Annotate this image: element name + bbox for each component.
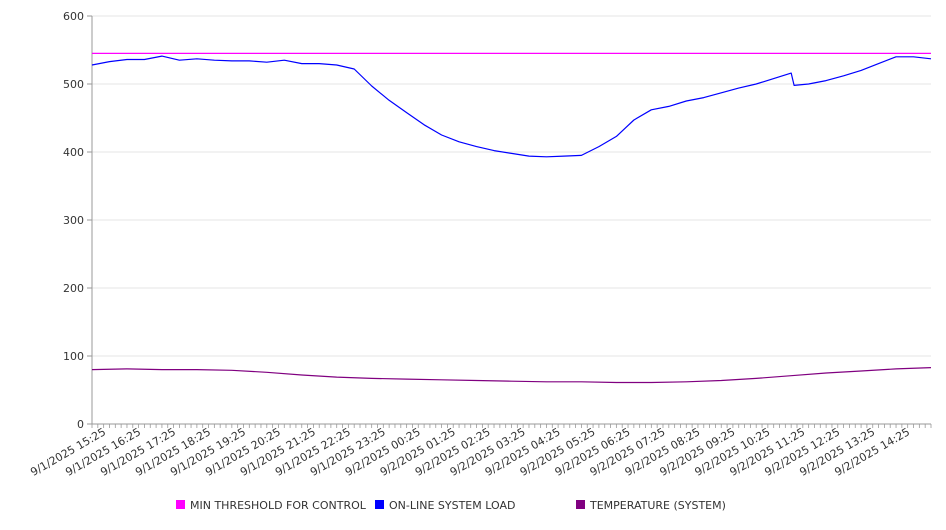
y-tick-label: 200 [63,282,84,295]
y-tick-label: 500 [63,78,84,91]
legend-label: ON-LINE SYSTEM LOAD [389,499,515,512]
y-axis-ticks: 0 100 200 300 400 500 600 [63,10,92,431]
y-tick-label: 100 [63,350,84,363]
legend-swatch [176,500,185,509]
series-line-on-line-system-load [91,55,932,158]
legend-label: TEMPERATURE (SYSTEM) [589,499,726,512]
grid-lines [92,15,931,357]
legend-swatch [576,500,585,509]
series-lines [91,52,932,384]
legend-label: MIN THRESHOLD FOR CONTROL [190,499,367,512]
y-tick-label: 400 [63,146,84,159]
y-tick-label: 600 [63,10,84,23]
series-line-temperature-system [91,367,932,384]
legend-swatch [375,500,384,509]
y-tick-label: 300 [63,214,84,227]
y-tick-label: 0 [77,418,84,431]
x-axis-ticks: 9/1/2025 15:259/1/2025 16:259/1/2025 17:… [28,424,932,479]
legend: MIN THRESHOLD FOR CONTROL ON-LINE SYSTEM … [176,499,726,512]
